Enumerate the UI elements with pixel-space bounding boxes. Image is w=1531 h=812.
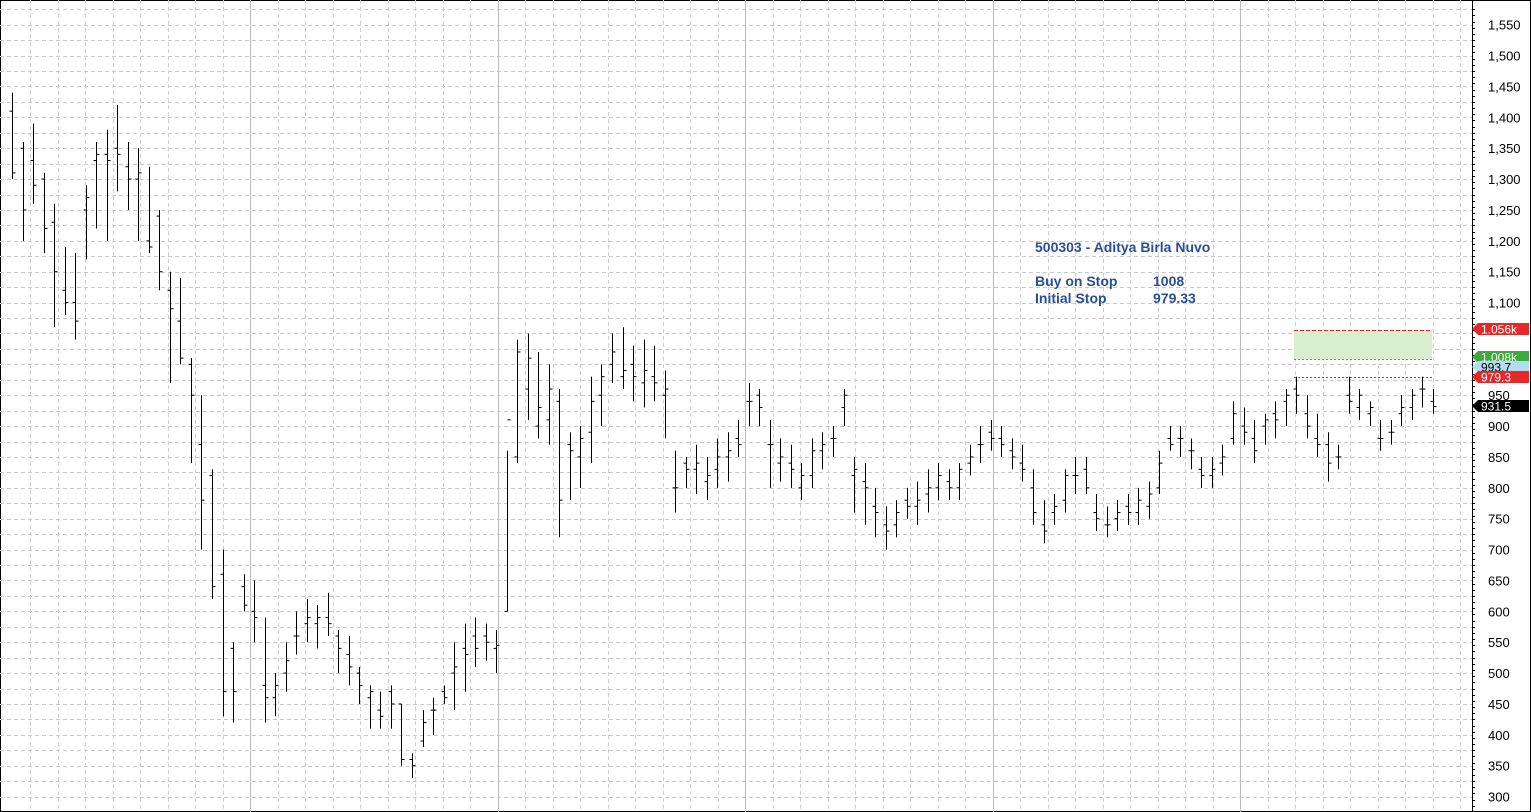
buy-on-stop-value: 1008 bbox=[1153, 273, 1185, 289]
y-tick-label: 950 bbox=[1488, 388, 1510, 403]
y-tick-label: 850 bbox=[1488, 450, 1510, 465]
initial-stop-value: 979.33 bbox=[1153, 290, 1196, 306]
y-tick-label: 750 bbox=[1488, 512, 1510, 527]
level-label-bg bbox=[1472, 371, 1529, 383]
y-tick-label: 1,200 bbox=[1488, 234, 1521, 249]
y-tick-label: 650 bbox=[1488, 573, 1510, 588]
level-label: 931.5 bbox=[1481, 400, 1511, 414]
y-tick-label: 600 bbox=[1488, 604, 1510, 619]
y-tick-label: 350 bbox=[1488, 759, 1510, 774]
y-tick-label: 1,150 bbox=[1488, 265, 1521, 280]
y-tick-label: 700 bbox=[1488, 543, 1510, 558]
y-tick-label: 500 bbox=[1488, 666, 1510, 681]
y-tick-label: 1,250 bbox=[1488, 203, 1521, 218]
level-label: 1.056k bbox=[1481, 323, 1518, 337]
y-tick-label: 1,100 bbox=[1488, 296, 1521, 311]
y-tick-label: 550 bbox=[1488, 635, 1510, 650]
level-label-bg bbox=[1472, 323, 1529, 335]
chart-title: 500303 - Aditya Birla Nuvo bbox=[1035, 239, 1211, 255]
y-tick-label: 1,500 bbox=[1488, 49, 1521, 64]
y-tick-label: 900 bbox=[1488, 419, 1510, 434]
y-tick-label: 400 bbox=[1488, 728, 1510, 743]
target-zone bbox=[1294, 329, 1432, 360]
y-tick-label: 1,450 bbox=[1488, 79, 1521, 94]
level-label-bg bbox=[1472, 400, 1529, 412]
y-tick-label: 800 bbox=[1488, 481, 1510, 496]
initial-stop-label: Initial Stop bbox=[1035, 290, 1107, 306]
y-tick-label: 1,400 bbox=[1488, 110, 1521, 125]
buy-on-stop-row: Buy on Stop 1008 bbox=[1035, 273, 1184, 290]
level-label-bg bbox=[1472, 361, 1529, 373]
y-tick-label: 1,300 bbox=[1488, 172, 1521, 187]
y-tick-label: 1,350 bbox=[1488, 141, 1521, 156]
y-tick-label: 1,550 bbox=[1488, 18, 1521, 33]
buy-on-stop-label: Buy on Stop bbox=[1035, 273, 1118, 289]
level-label: 979.3 bbox=[1481, 371, 1511, 385]
y-tick-label: 300 bbox=[1488, 790, 1510, 805]
y-tick-label: 450 bbox=[1488, 697, 1510, 712]
level-label-bg bbox=[1472, 351, 1529, 363]
initial-stop-row: Initial Stop 979.33 bbox=[1035, 290, 1196, 307]
